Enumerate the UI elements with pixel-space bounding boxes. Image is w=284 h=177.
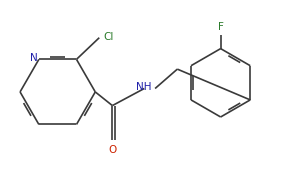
- Text: NH: NH: [136, 82, 151, 92]
- Text: F: F: [218, 22, 224, 32]
- Text: Cl: Cl: [103, 32, 114, 42]
- Text: N: N: [30, 53, 37, 63]
- Text: O: O: [108, 145, 116, 155]
